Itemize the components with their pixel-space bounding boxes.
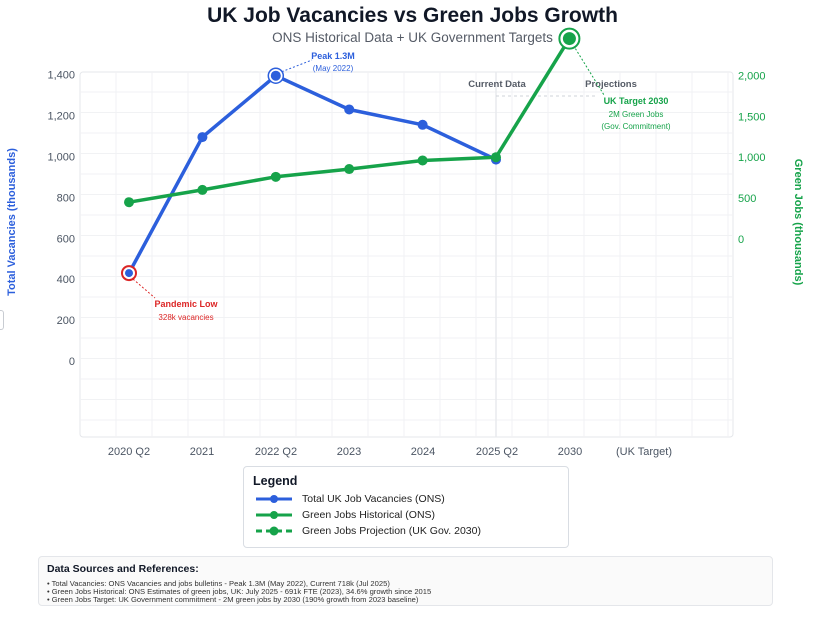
x-tick-label: 2020 Q2 [108,446,150,458]
chart-title: UK Job Vacancies vs Green Jobs Growth [207,4,618,27]
series-point-1 [417,155,428,166]
sources-panel: Data Sources and References: • Total Vac… [38,556,773,606]
annotation-target-detail: 2M Green Jobs [609,110,664,119]
legend-label: Total UK Job Vacancies (ONS) [302,493,445,505]
y-left-tick-label: 0 [69,356,75,368]
x-tick-label: (UK Target) [616,446,672,458]
series-point-1 [270,171,281,182]
peak-marker-ring [267,67,285,84]
y-left-tick-label: 200 [57,315,75,327]
low-marker-ring [121,265,137,282]
y-left-tick-label: 400 [57,274,75,286]
x-tick-label: 2022 Q2 [255,446,297,458]
plot-area [79,71,734,438]
target-marker-inner [562,32,576,46]
annotation-peak-title: Peak 1.3M [311,51,355,61]
y-left-tick-label: 1,200 [47,111,75,123]
legend-title: Legend [253,474,298,488]
legend-swatch-green-line [256,511,292,519]
annotation-low-detail: 328k vacancies [158,313,213,322]
x-tick-label: 2025 Q2 [476,446,518,458]
source-line: • Green Jobs Target: UK Government commi… [47,595,419,604]
y-left-tick-label: 1,400 [47,70,75,82]
series-point-1 [124,197,134,208]
x-tick-label: 2030 [558,446,582,458]
legend-swatch-green-dashed-line [256,526,292,536]
source-line: • Total Vacancies: ONS Vacancies and job… [47,579,390,588]
x-tick-label: 2024 [411,446,435,458]
peak-marker-inner [268,68,283,83]
chart-subtitle: ONS Historical Data + UK Government Targ… [272,30,553,45]
y-right-tick-label: 2,000 [738,70,766,82]
legend-swatch-blue-line [256,495,292,503]
legend-label: Green Jobs Projection (UK Gov. 2030) [302,525,481,537]
annotation-peak-detail: (May 2022) [313,64,354,73]
legend-label: Green Jobs Historical (ONS) [302,509,436,521]
x-tick-label: 2021 [190,446,214,458]
region-label-current: Current Data [468,79,526,90]
y-left-axis-label: Total Vacancies (thousands) [6,148,18,296]
series-line-2 [494,37,571,159]
low-leader-line [132,278,156,299]
annotation-target-detail-2: (Gov. Commitment) [601,122,671,131]
y-right-axis-label: Green Jobs (thousands) [792,159,804,286]
y-right-tick-label: 1,000 [738,152,766,164]
series-line-1 [128,155,497,204]
chart-canvas: 0 200 400 600 800 1,000 1,200 1,400 0 500 1,000 1,5… [6,27,804,458]
series-point-1 [344,164,355,175]
source-line: • Green Jobs Historical: ONS Estimates o… [47,587,432,596]
target-leader-line [574,48,605,96]
low-marker-inner [123,267,135,280]
y-right-tick-label: 0 [738,234,744,246]
series-line-0 [127,73,497,274]
legend-box: Legend Total UK Job Vacancies (ONS) Gree… [243,466,569,548]
annotation-low-title: Pandemic Low [154,299,218,309]
y-left-tick-label: 600 [57,233,75,245]
x-tick-label: 2023 [337,446,361,458]
y-left-tick-label: 1,000 [47,152,75,164]
annotation-target-title: UK Target 2030 [604,96,669,106]
region-label-projections: Projections [585,79,637,90]
series-point-0 [417,119,428,130]
y-left-tick-label: 800 [57,192,75,204]
series-point-1 [197,184,208,195]
series-point-0 [344,104,355,115]
y-right-tick-label: 1,500 [738,111,766,123]
peak-leader-line [281,59,313,73]
series-point-0 [197,132,208,143]
y-right-tick-label: 500 [738,193,756,205]
sources-title: Data Sources and References: [47,563,199,575]
side-tab-handle[interactable] [0,310,4,330]
